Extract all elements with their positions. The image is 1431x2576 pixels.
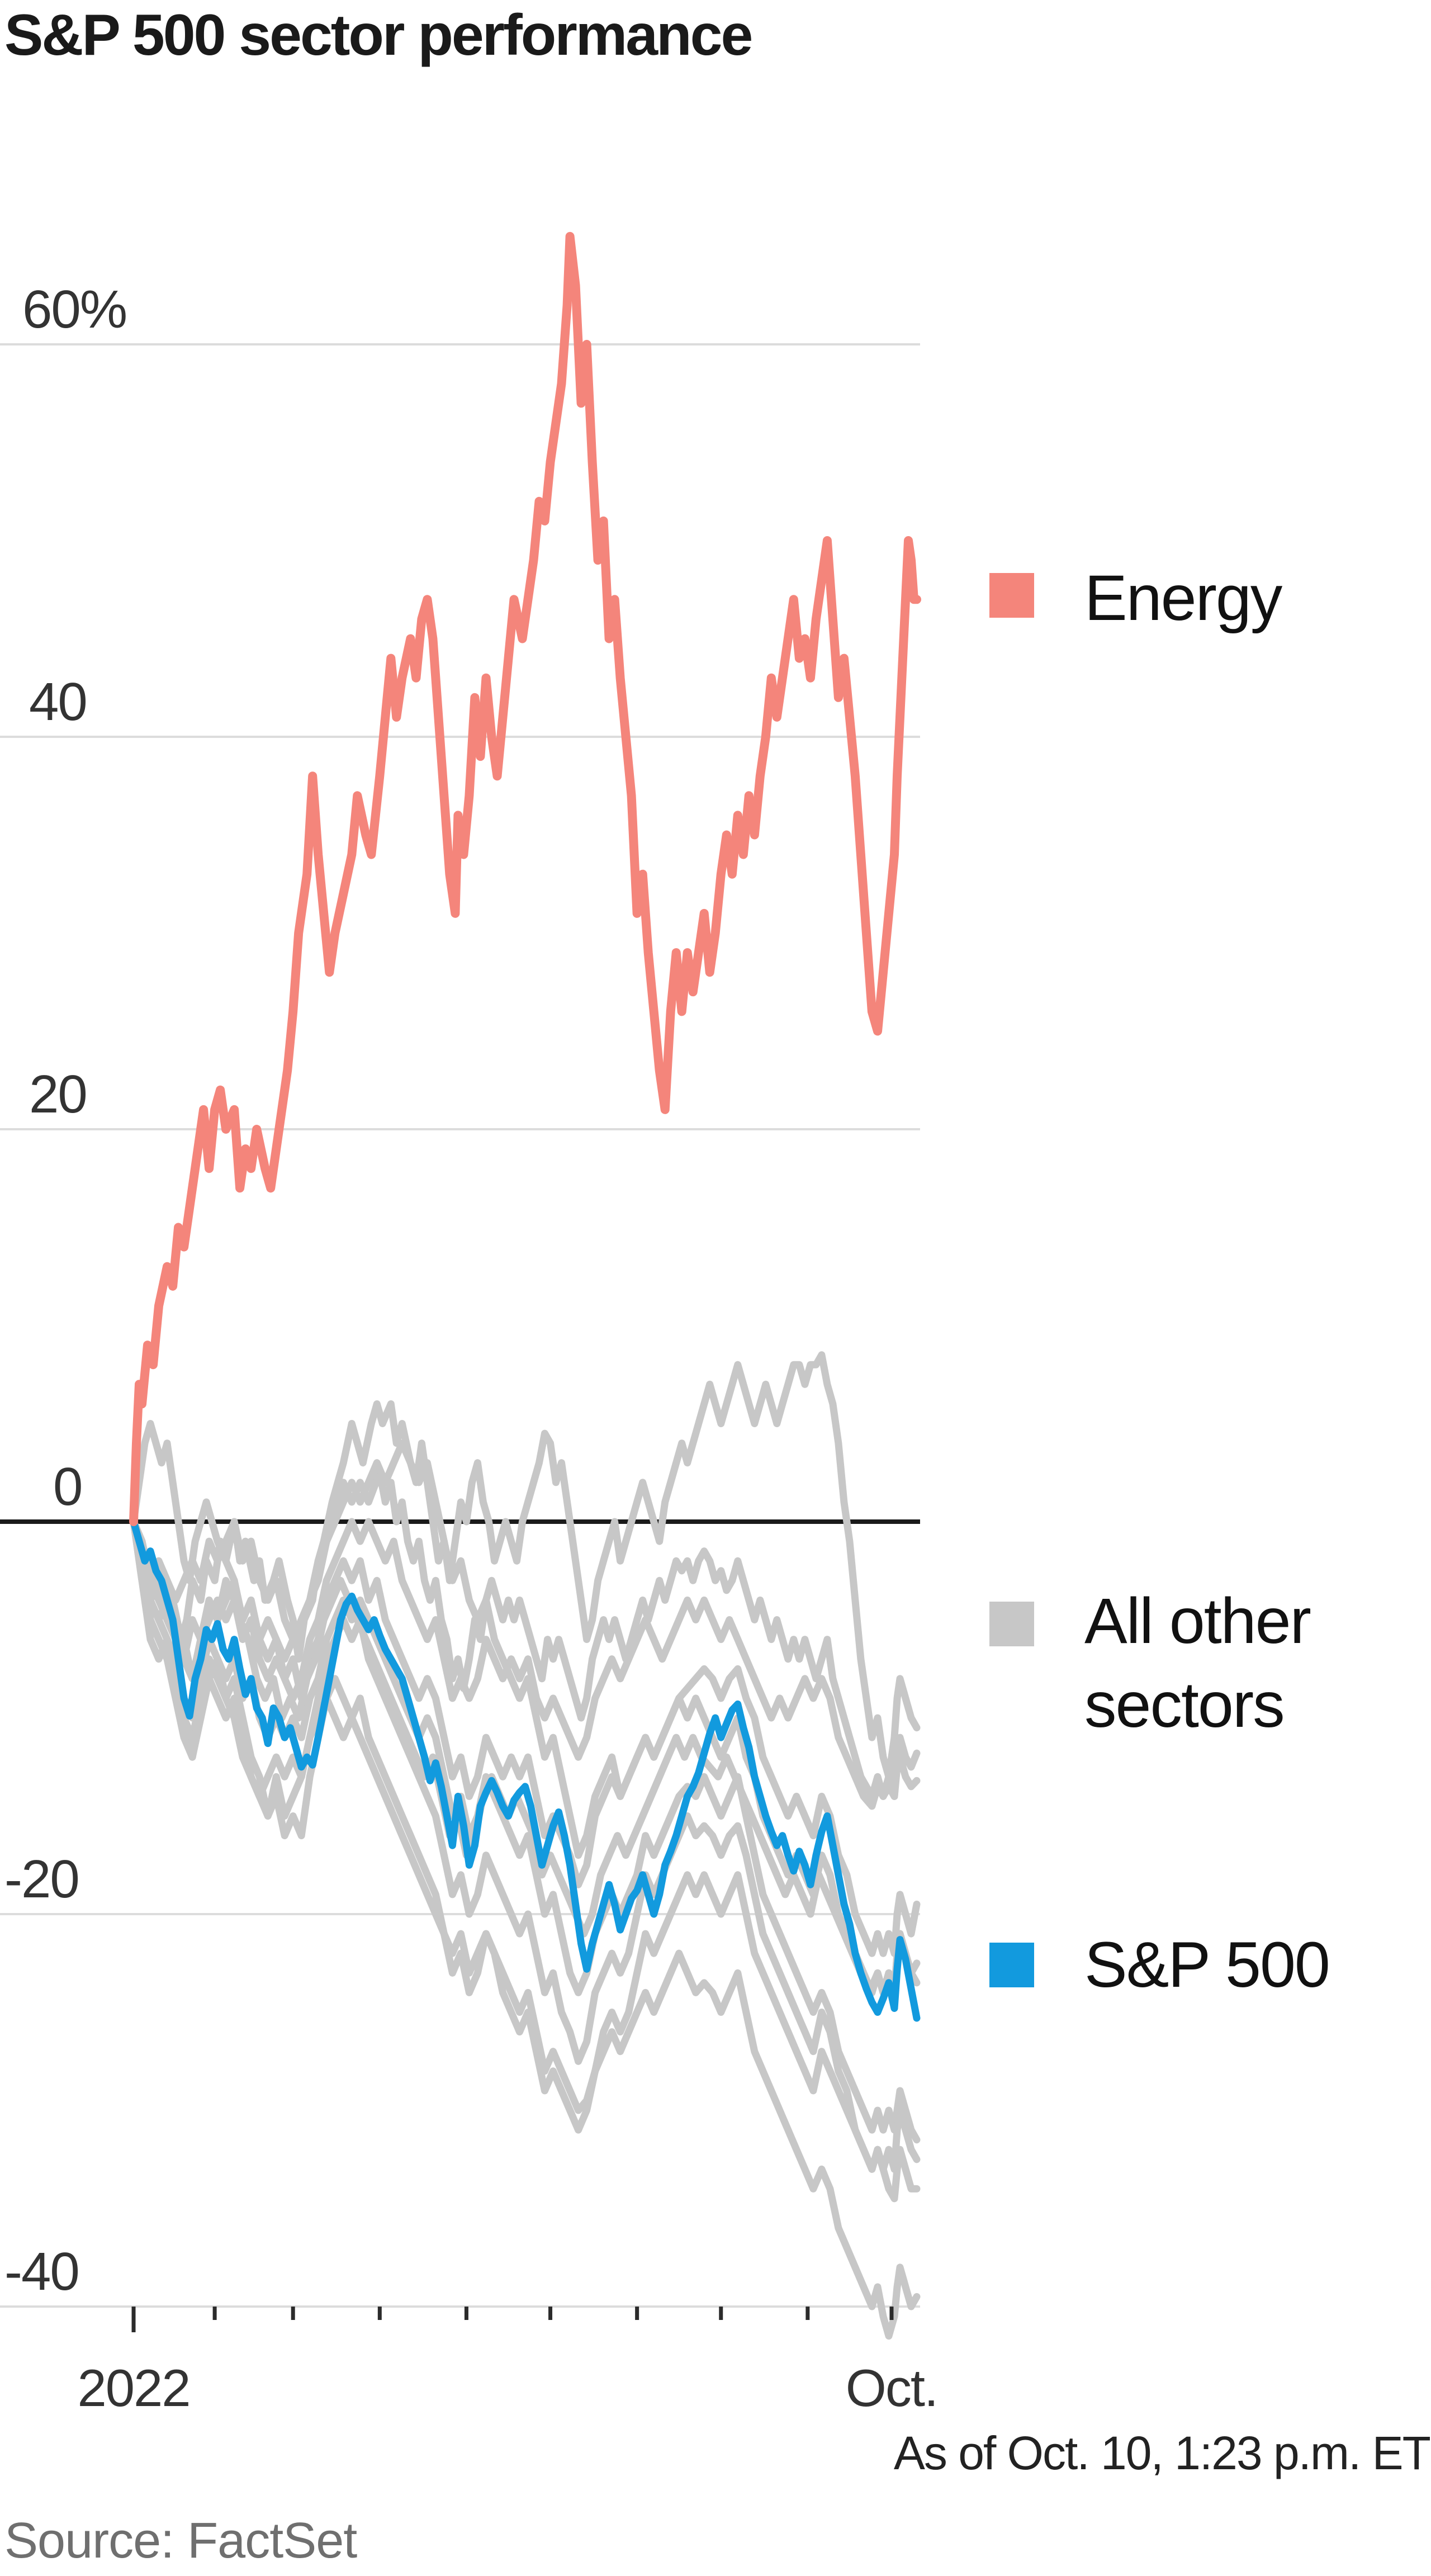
other-sector-line <box>130 1518 921 1810</box>
legend-item-energy: Energy <box>989 556 1397 640</box>
sp500-swatch-icon <box>989 1943 1034 1987</box>
y-axis-label: 0 <box>53 1457 83 1517</box>
legend-label-energy: Energy <box>1084 562 1282 634</box>
legend-item-all-other-sectors: All other sectors <box>989 1579 1397 1747</box>
sp500-line <box>130 1518 921 2022</box>
other-sector-line <box>130 1351 921 1781</box>
chart-title: S&P 500 sector performance <box>4 3 753 68</box>
legend-label-all-other-sectors: All other sectors <box>1084 1585 1311 1741</box>
legend-item-sp500: S&P 500 <box>989 1923 1397 2007</box>
y-axis-label: 60% <box>22 280 127 339</box>
x-axis-label-oct: Oct. <box>845 2359 939 2417</box>
legend-label-sp500: S&P 500 <box>1084 1929 1330 2001</box>
other-sector-line <box>130 1518 921 2203</box>
other-sector-line <box>130 1518 921 1957</box>
y-axis-label: -20 <box>4 1849 80 1909</box>
x-axis-label-2022: 2022 <box>77 2359 191 2417</box>
energy-swatch-icon <box>989 573 1034 618</box>
other-sector-line <box>130 1439 921 1996</box>
y-axis-label: 20 <box>29 1064 88 1124</box>
other-sector-line <box>130 1518 921 2340</box>
source-note: Source: FactSet <box>4 2513 357 2569</box>
y-axis-label: -40 <box>4 2242 80 2302</box>
energy-line <box>129 231 921 1526</box>
as-of-note: As of Oct. 10, 1:23 p.m. ET <box>893 2427 1431 2479</box>
y-axis-label: 40 <box>29 672 88 732</box>
all-other-sectors-swatch-icon <box>989 1602 1034 1646</box>
